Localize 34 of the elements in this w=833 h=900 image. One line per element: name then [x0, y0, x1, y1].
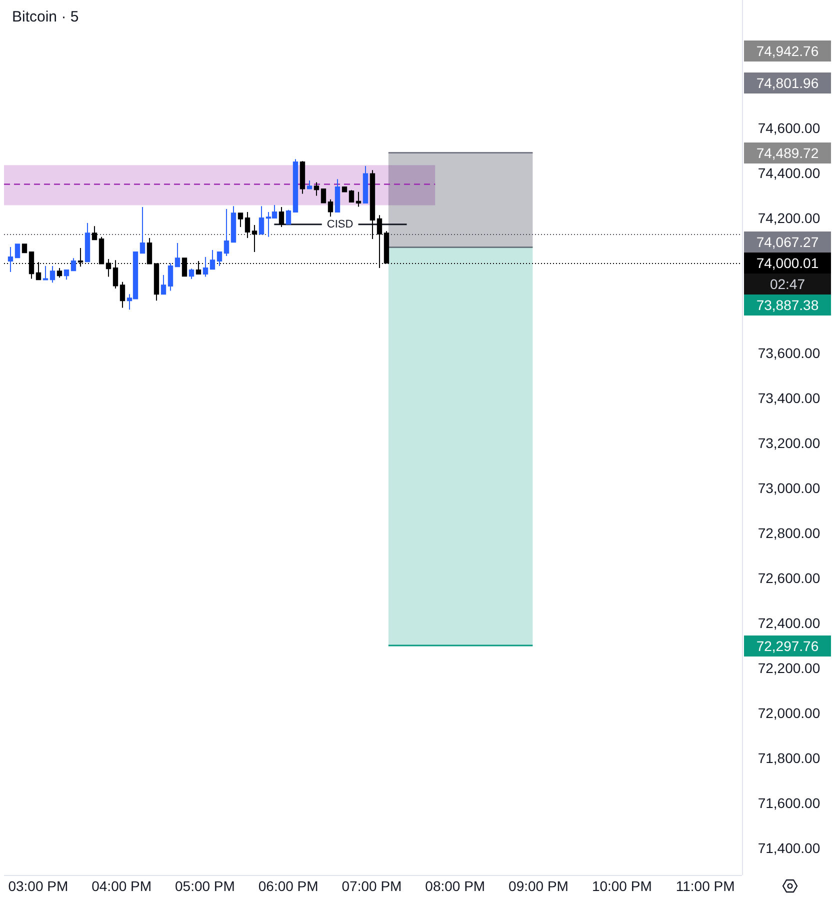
ref-line-label: 74,000.01: [756, 255, 819, 272]
text: 74,942.76: [756, 43, 819, 59]
y-tick-label: 72,600.00: [758, 570, 820, 586]
text: 02:47: [770, 276, 806, 292]
x-tick-label: 06:00 PM: [258, 878, 318, 894]
y-tick-label: 72,400.00: [758, 615, 820, 632]
x-tick-label: 05:00 PM: [175, 878, 235, 894]
x-tick-label: 09:00 PM: [508, 878, 568, 894]
x-tick-label: 08:00 PM: [425, 878, 486, 894]
y-tick-label: 74,600.00: [758, 120, 820, 136]
text: 73,887.38: [756, 297, 819, 313]
text: 74,801.96: [756, 75, 819, 91]
x-tick-label: 11:00 PM: [676, 878, 735, 894]
x-tick-label: 03:00 PM: [8, 878, 68, 894]
y-tick-label: 72,000.00: [758, 705, 820, 722]
y-tick-label: 71,600.00: [758, 795, 820, 811]
x-tick-label: 10:00 PM: [592, 878, 652, 894]
y-tick-label: 72,800.00: [758, 525, 820, 542]
y-tick-label: 73,400.00: [758, 390, 820, 406]
annotation: CISD: [326, 218, 354, 230]
y-tick-label: 74,400.00: [758, 165, 820, 182]
x-tick-label: 04:00 PM: [92, 878, 152, 894]
text: Bitcoin · 5: [12, 8, 79, 26]
text: 74,067.27: [756, 234, 819, 250]
y-tick-label: 73,200.00: [758, 435, 820, 452]
y-tick-label: 73,600.00: [758, 345, 820, 362]
y-tick-label: 71,800.00: [758, 750, 820, 766]
text: 72,297.76: [756, 638, 819, 654]
y-tick-label: 72,200.00: [758, 660, 820, 676]
y-tick-label: 74,200.00: [758, 210, 820, 226]
y-tick-label: 73,000.00: [758, 480, 820, 496]
x-tick-label: 07:00 PM: [342, 878, 402, 894]
text: 74,489.72: [756, 145, 819, 161]
y-tick-label: 71,400.00: [758, 840, 820, 856]
